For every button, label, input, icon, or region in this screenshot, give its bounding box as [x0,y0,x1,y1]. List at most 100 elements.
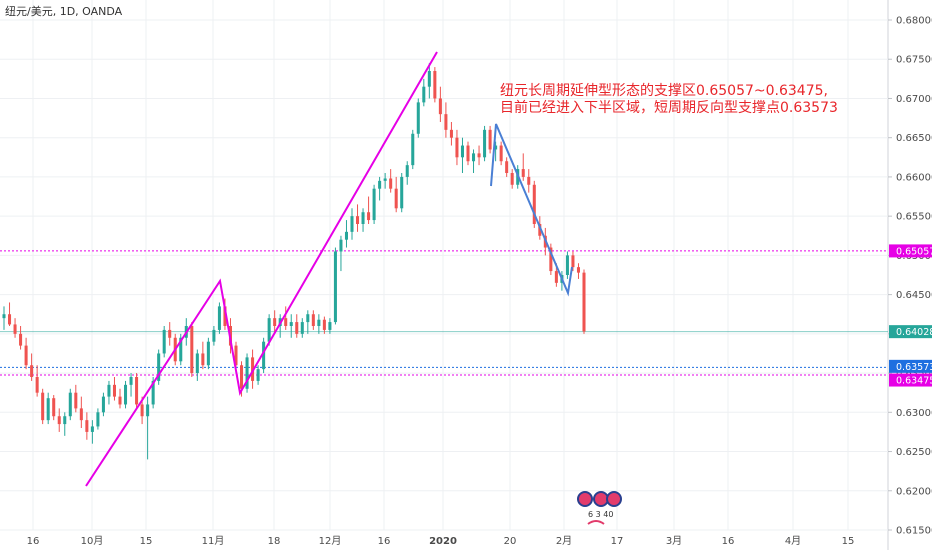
candle-body [41,392,45,421]
candle [179,333,183,366]
candle [400,173,404,213]
price-level-label: 0.65057 [896,246,932,257]
candle-body [538,224,542,236]
event-badges[interactable]: 6 3 40 [577,491,622,525]
candle-body [356,216,360,224]
x-tick-label: 15 [842,536,855,547]
candle [472,149,476,173]
candle-body [449,129,453,138]
candle [245,353,249,393]
candle-body [273,318,277,326]
candle [52,395,56,421]
chart-title: 纽元/美元, 1D, OANDA [5,4,123,18]
candle [41,388,45,425]
candle [217,302,221,334]
candle-body [19,333,23,346]
candle-body [256,369,260,381]
candle-body [389,178,393,189]
candle [79,396,83,428]
candle [466,141,470,166]
x-tick-label: 12月 [319,535,342,547]
candle [499,141,503,166]
candle [339,235,343,272]
candle-body [576,267,580,273]
candle-body [582,272,586,332]
y-tick-label: 0.61500 [896,526,932,537]
x-tick-label: 10月 [81,535,104,547]
candle-body [234,345,238,366]
candle [206,337,210,370]
candle [571,251,575,272]
candle-body [46,398,50,421]
candle-body [295,322,299,334]
candle [449,122,453,146]
candle-body [422,86,426,103]
candle-body [96,412,100,427]
plot-area[interactable] [0,0,888,530]
candle [411,129,415,170]
candle-body [2,314,6,319]
candle [483,125,487,162]
candle-body [433,71,437,99]
candle-body [251,357,255,381]
candle-body [444,114,448,130]
candle [2,306,6,330]
candles [2,63,586,460]
event-badge-icon[interactable] [606,491,622,507]
candle [63,412,67,436]
event-badge-icon[interactable] [593,491,609,507]
x-tick-label: 4月 [785,535,801,547]
candle-body [350,216,354,232]
candle-body [416,102,420,134]
candle [356,204,360,232]
candle-body [411,133,415,166]
x-tick-label: 16 [27,536,40,547]
candle-body [140,404,144,417]
candle [532,180,536,228]
candle-body [400,176,404,209]
candle-body [179,337,183,362]
candle [389,169,393,193]
candle [427,63,431,99]
x-tick-label: 3月 [666,535,682,547]
candle [8,302,12,326]
candle [576,263,580,279]
candle-body [223,306,227,326]
candle [565,251,569,279]
candle-body [361,212,365,224]
event-badge-icon[interactable] [577,491,593,507]
candle [85,412,89,440]
candle-body [63,416,67,425]
candle [300,318,304,338]
candle [367,196,371,224]
candle-body [405,165,409,177]
candle-body [267,318,271,342]
candle [96,408,100,430]
candle-body [162,329,166,354]
candle-body [427,71,431,87]
event-badge-count: 6 3 40 [588,510,613,519]
x-tick-label: 20 [504,536,517,547]
candle-body [90,426,94,432]
event-flag-icon [587,520,605,525]
candle-body [101,396,105,413]
candle [289,314,293,338]
candle-body [245,357,249,389]
x-tick-label: 15 [140,536,153,547]
candle-body [554,271,558,283]
candle [201,341,205,370]
candle-body [378,180,382,189]
candle [74,384,78,413]
candle [273,310,277,334]
candle-body [240,365,244,389]
price-level-label: 0.64028 [896,327,932,338]
candle [350,208,354,240]
candle [378,176,382,201]
candle-body [311,314,315,326]
candle [361,208,365,232]
price-level-label-bg [889,325,932,339]
